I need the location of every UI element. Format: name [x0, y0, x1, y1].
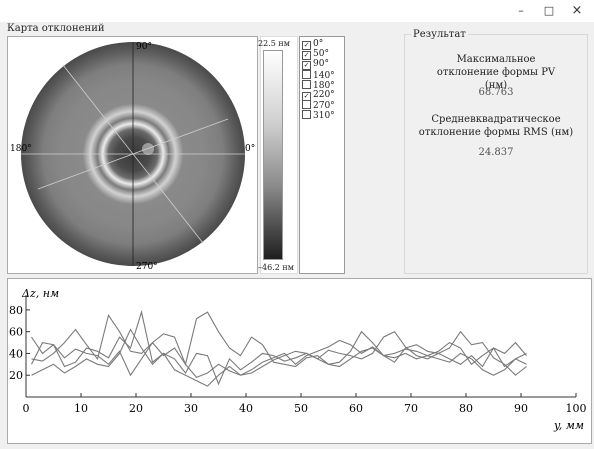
- profile-series-4: [31, 328, 527, 387]
- result-title: Результат: [411, 29, 468, 40]
- x-tick-label: 100: [566, 402, 587, 415]
- angle-item[interactable]: 180°: [302, 79, 335, 91]
- deviation-map-title: Карта отклонений: [7, 23, 105, 34]
- angle-checkbox[interactable]: [302, 79, 311, 89]
- x-tick-label: 10: [74, 402, 88, 415]
- angle-label-270: 270°: [136, 262, 158, 272]
- angle-label: 90°: [313, 59, 329, 70]
- angle-item[interactable]: 270°: [302, 100, 335, 112]
- profile-series-1: [31, 309, 527, 386]
- y-tick-label: 60: [9, 326, 23, 339]
- angle-label: 310°: [313, 111, 335, 122]
- angle-item[interactable]: ✓ 90°: [302, 59, 329, 71]
- y-tick-label: 80: [9, 304, 23, 317]
- scale-min-label: –46.2 нм: [258, 263, 294, 272]
- maximize-button[interactable]: □: [543, 4, 555, 17]
- angle-label: 50°: [313, 49, 329, 60]
- y-tick-label: 20: [9, 369, 23, 382]
- pv-value: 68.763: [478, 87, 514, 98]
- angle-label: 0°: [313, 39, 324, 49]
- rms-value: 24.837: [478, 147, 514, 158]
- x-tick-label: 50: [294, 402, 308, 415]
- x-tick-label: 60: [349, 402, 363, 415]
- angle-label: 180°: [313, 80, 335, 91]
- angle-item[interactable]: ✓ 220°: [302, 90, 335, 101]
- x-tick-label: 80: [459, 402, 473, 415]
- y-tick-label: 40: [9, 347, 23, 360]
- angle-label-180: 180°: [10, 144, 32, 154]
- x-tick-label: 0: [23, 402, 30, 415]
- angle-label: 220°: [313, 90, 335, 100]
- angle-label-0: 0°: [245, 144, 255, 154]
- profile-series-3: [31, 336, 527, 379]
- result-panel: Результат Максимальное отклонение формы …: [404, 29, 588, 274]
- angle-checkbox[interactable]: [302, 100, 311, 110]
- title-bar: – □ ×: [0, 0, 594, 22]
- pv-label: Максимальное отклонение формы PV (нм): [436, 54, 556, 91]
- x-tick-label: 70: [404, 402, 418, 415]
- x-tick-label: 30: [184, 402, 198, 415]
- close-button[interactable]: ×: [571, 3, 583, 18]
- angle-label-90: 90°: [136, 42, 152, 52]
- angle-item[interactable]: ✓ 50°: [302, 49, 329, 61]
- angle-item[interactable]: 310°: [302, 110, 335, 122]
- angle-checkbox[interactable]: ✓: [302, 41, 311, 50]
- angle-item[interactable]: ✓ 0°: [302, 39, 324, 50]
- deviation-map[interactable]: 90° 270° 180° 0°: [8, 37, 257, 273]
- profile-series-2: [31, 311, 527, 368]
- y-axis-label: Δz, нм: [21, 287, 59, 300]
- axis-line-50: [37, 118, 229, 190]
- map-hotspot: [142, 143, 154, 155]
- angle-list[interactable]: ✓ 0° ✓ 50° ✓ 90° 140° 180° ✓ 220° 270° 310°: [299, 36, 345, 274]
- angle-label: 140°: [313, 70, 335, 81]
- scale-max-label: 22.5 нм: [258, 39, 290, 48]
- angle-item[interactable]: 140°: [302, 69, 335, 81]
- deviation-map-panel[interactable]: 90° 270° 180° 0°: [7, 36, 258, 274]
- rms-label: Средневквадратическое отклонение формы R…: [418, 114, 574, 138]
- angle-checkbox[interactable]: [302, 69, 311, 79]
- minimize-button[interactable]: –: [518, 4, 524, 17]
- profile-chart[interactable]: 0 10 20 30 40 50 60 70 80 90 100 20 40 60 80 Δz, нм y,…: [8, 279, 591, 443]
- angle-label: 270°: [313, 101, 335, 112]
- x-axis-label: y, мм: [553, 419, 584, 432]
- x-tick-label: 40: [239, 402, 253, 415]
- profile-plot-panel[interactable]: 0 10 20 30 40 50 60 70 80 90 100 20 40 60 80 Δz, нм y,…: [7, 278, 592, 444]
- x-tick-label: 20: [129, 402, 143, 415]
- angle-checkbox[interactable]: [302, 110, 311, 120]
- color-scale-bar: [263, 50, 283, 260]
- x-tick-label: 90: [514, 402, 528, 415]
- angle-checkbox[interactable]: ✓: [302, 51, 311, 61]
